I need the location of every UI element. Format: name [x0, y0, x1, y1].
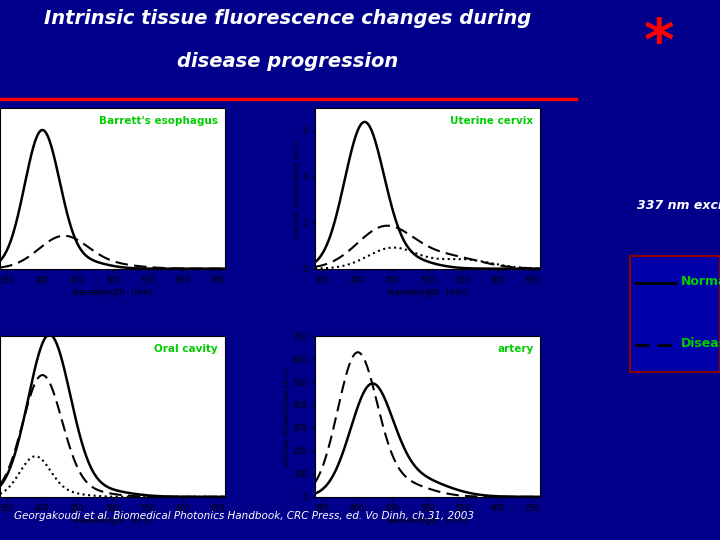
Text: Georgakoudi et al. Biomedical Photonics Handbook, CRC Press, ed. Vo Dinh, ch.31,: Georgakoudi et al. Biomedical Photonics …: [14, 511, 474, 521]
Y-axis label: intrinsic fluorescence (a.u.): intrinsic fluorescence (a.u.): [293, 139, 300, 238]
Text: Normal: Normal: [680, 274, 720, 287]
FancyBboxPatch shape: [630, 256, 720, 373]
Text: Oral cavity: Oral cavity: [155, 344, 218, 354]
X-axis label: wavelength  (nm): wavelength (nm): [387, 516, 467, 525]
Text: Uterine cervix: Uterine cervix: [450, 116, 534, 126]
Text: *: *: [644, 15, 674, 72]
Text: Barrett's esophagus: Barrett's esophagus: [99, 116, 218, 126]
X-axis label: wavelength  (nm): wavelength (nm): [73, 288, 153, 297]
X-axis label: wavelength  (nm): wavelength (nm): [387, 288, 467, 297]
Text: Intrinsic tissue fluorescence changes during: Intrinsic tissue fluorescence changes du…: [45, 9, 531, 28]
Text: artery: artery: [497, 344, 534, 354]
X-axis label: wavelength  (nm): wavelength (nm): [73, 516, 153, 525]
Text: disease progression: disease progression: [177, 52, 399, 71]
Y-axis label: intrinsic fluorescence (a.u.): intrinsic fluorescence (a.u.): [284, 367, 290, 465]
Text: Diseased: Diseased: [680, 337, 720, 350]
Text: 337 nm excitation: 337 nm excitation: [637, 199, 720, 212]
